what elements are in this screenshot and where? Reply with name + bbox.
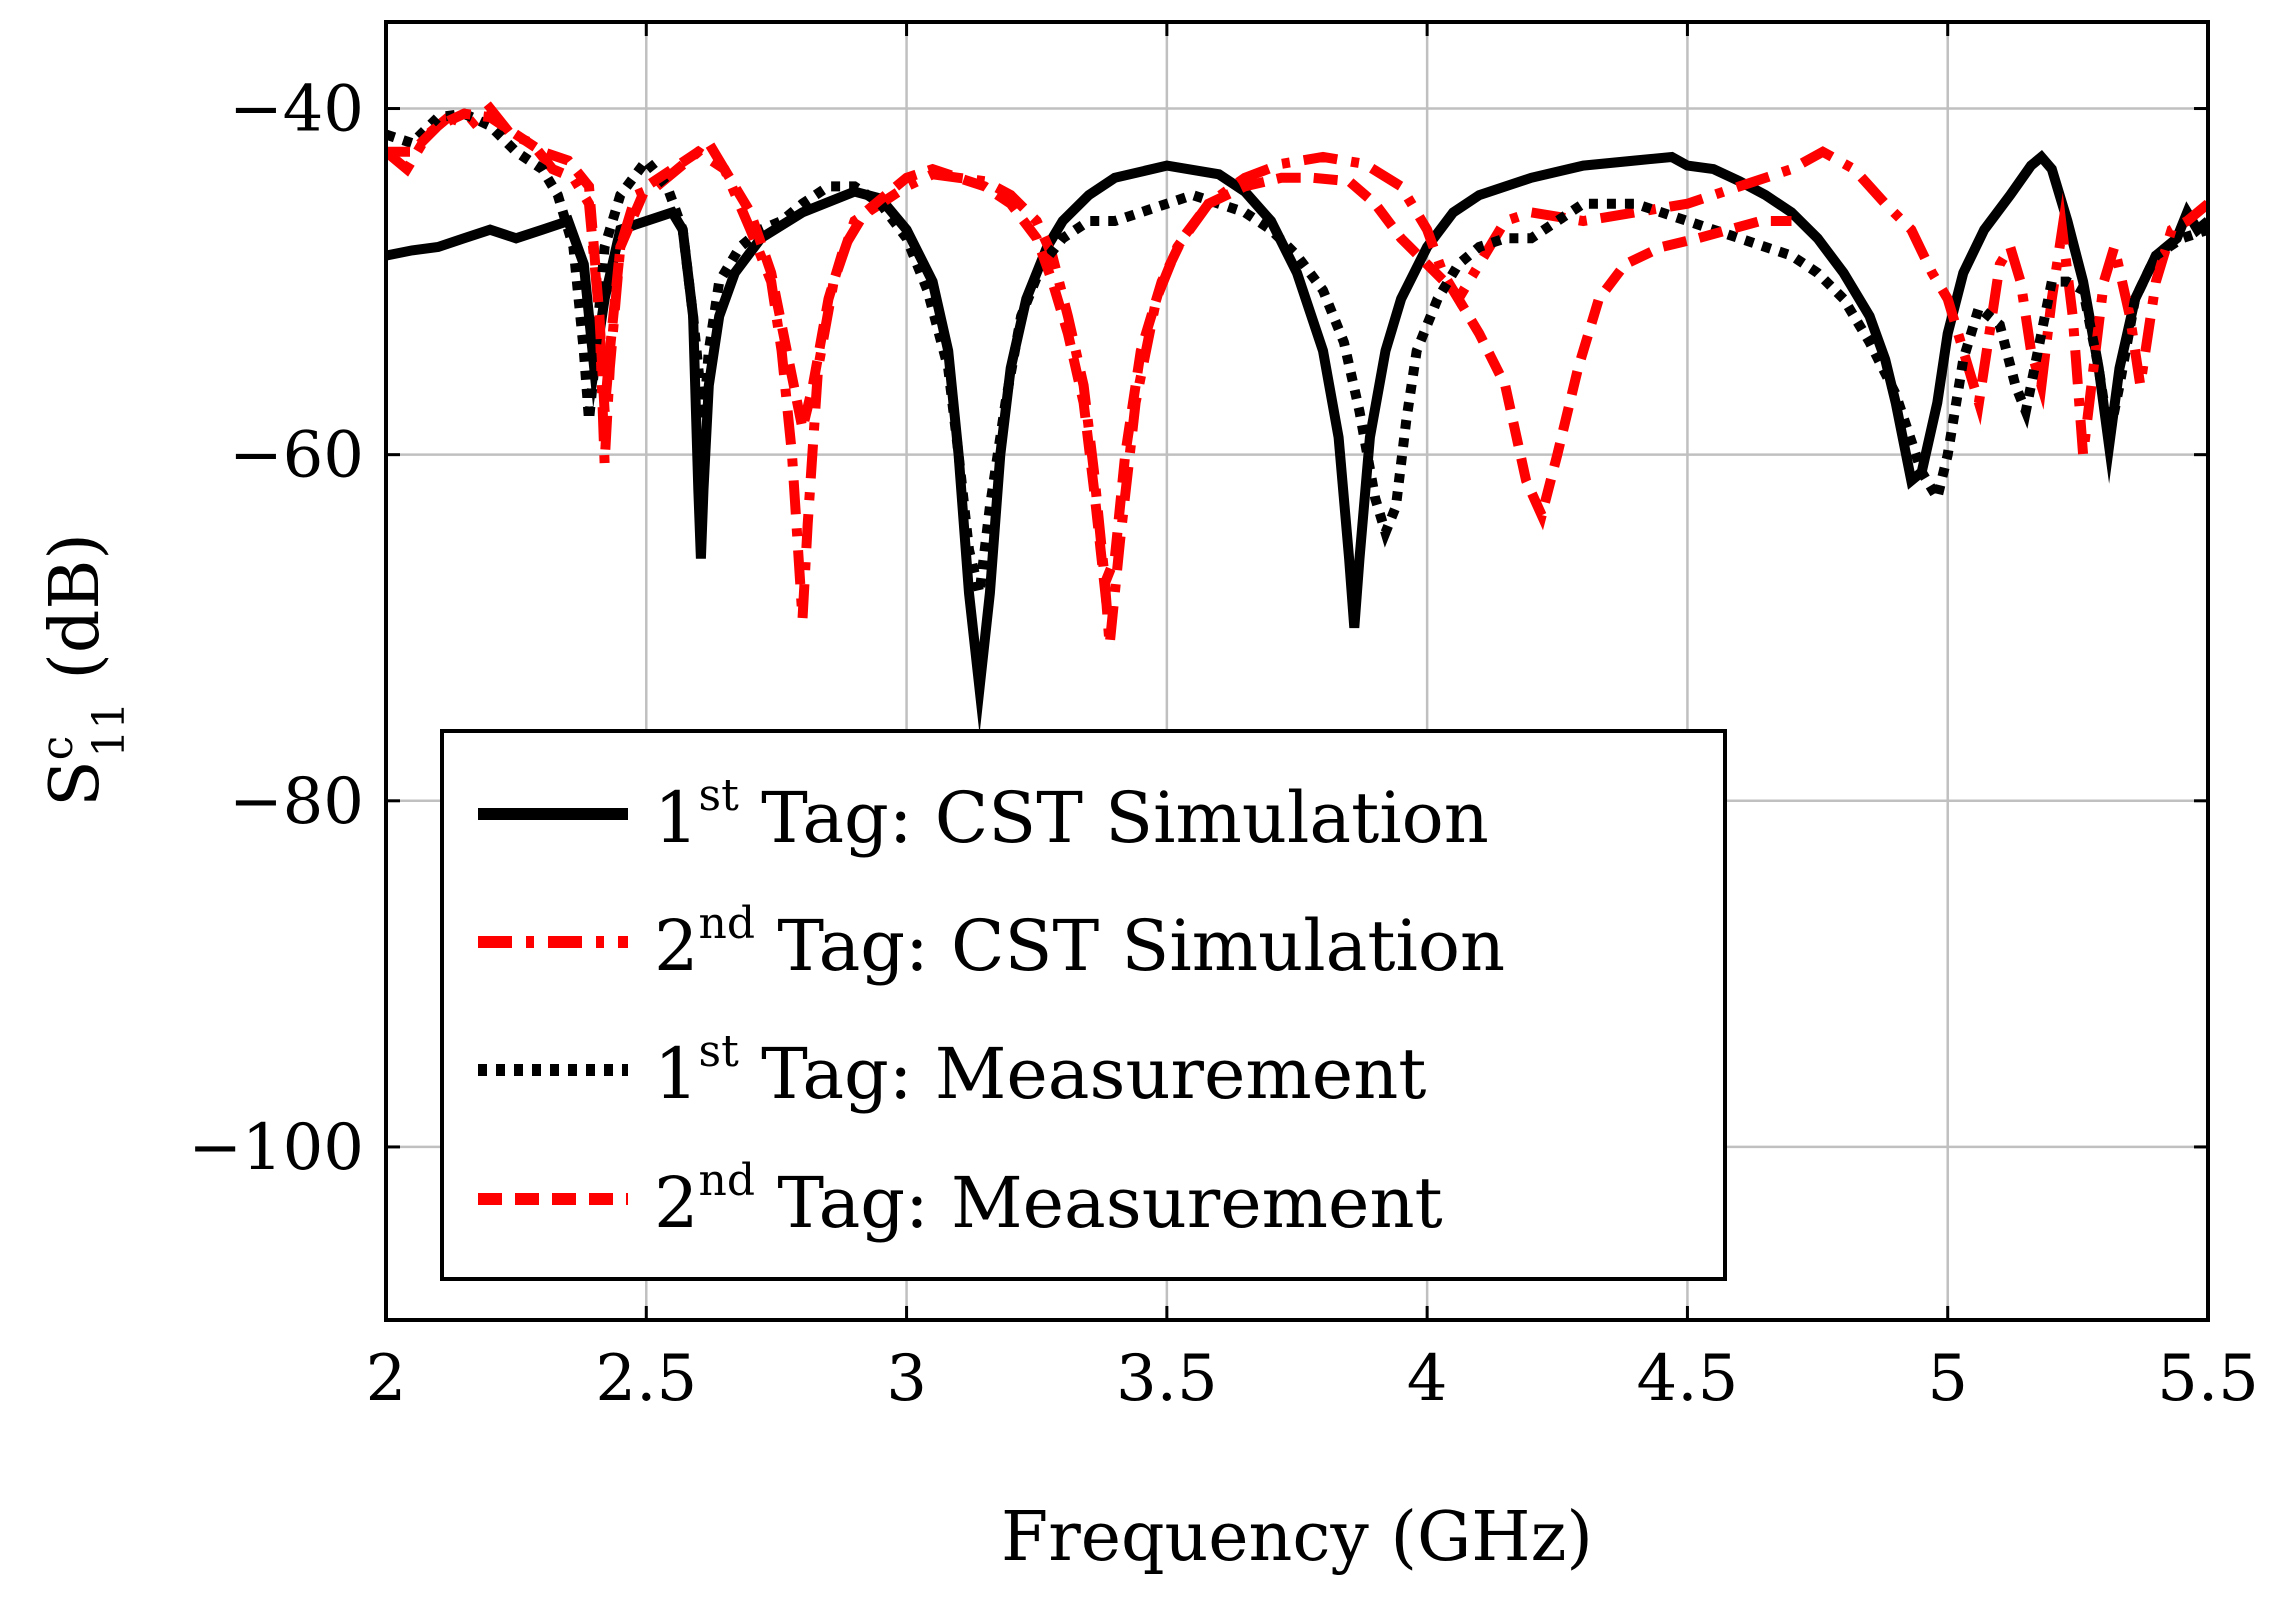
legend-label-tag1-meas: 1st Tag: Measurement [654, 1026, 1426, 1115]
y-axis-title-text: Sc11 (dB) [32, 533, 135, 807]
legend-ordinal-suffix: st [699, 1026, 740, 1077]
x-tick-label: 5.5 [2157, 1342, 2259, 1416]
series-line-tag1-sim [386, 150, 2208, 735]
legend-ordinal: 1 [654, 777, 699, 859]
x-tick-label: 5 [1927, 1342, 1968, 1416]
legend-text: Tag: CST Simulation [739, 777, 1489, 859]
y-axis-title-unit: (dB) [36, 533, 115, 680]
x-tick-label: 3.5 [1116, 1342, 1218, 1416]
legend-ordinal: 1 [654, 1033, 699, 1115]
y-tick-label: −40 [229, 73, 364, 147]
x-tick-label: 2.5 [595, 1342, 697, 1416]
legend-text: Tag: CST Simulation [755, 905, 1505, 987]
legend-ordinal: 2 [654, 1162, 699, 1244]
y-tick-label: −100 [188, 1111, 364, 1185]
legend-text: Tag: Measurement [755, 1162, 1443, 1244]
legend-label-tag1-sim: 1st Tag: CST Simulation [654, 770, 1489, 859]
legend-ordinal-suffix: nd [699, 1155, 756, 1206]
series-layer [386, 101, 2208, 735]
x-tick-label: 2 [366, 1342, 407, 1416]
legend-ordinal-suffix: nd [699, 898, 756, 949]
legend-label-tag2-sim: 2nd Tag: CST Simulation [654, 898, 1505, 987]
y-tick-label: −60 [229, 419, 364, 493]
x-tick-label: 4.5 [1637, 1342, 1739, 1416]
plot-frame [384, 20, 2210, 1322]
legend-text: Tag: Measurement [739, 1033, 1427, 1115]
y-axis-title-base: S [36, 760, 115, 807]
series-line-tag2-meas [386, 108, 1792, 605]
x-tick-label: 3 [886, 1342, 927, 1416]
x-tick-label: 4 [1407, 1342, 1448, 1416]
legend-ordinal-suffix: st [699, 770, 740, 821]
tick-layer: 2 2.5 3 3.5 4 4.5 5 5.5 −40 −60 −80 −100 [188, 22, 2259, 1416]
x-axis-title: Frequency (GHz) [1001, 1498, 1593, 1577]
y-axis-title: Sc11 (dB) [32, 533, 135, 807]
y-tick-label: −80 [229, 765, 364, 839]
y-axis-title-sup: c [32, 736, 83, 761]
y-axis-title-sub: 11 [84, 702, 135, 758]
legend-ordinal: 2 [654, 905, 699, 987]
legend-label-tag2-meas: 2nd Tag: Measurement [654, 1155, 1443, 1244]
legend-box [440, 729, 1727, 1281]
